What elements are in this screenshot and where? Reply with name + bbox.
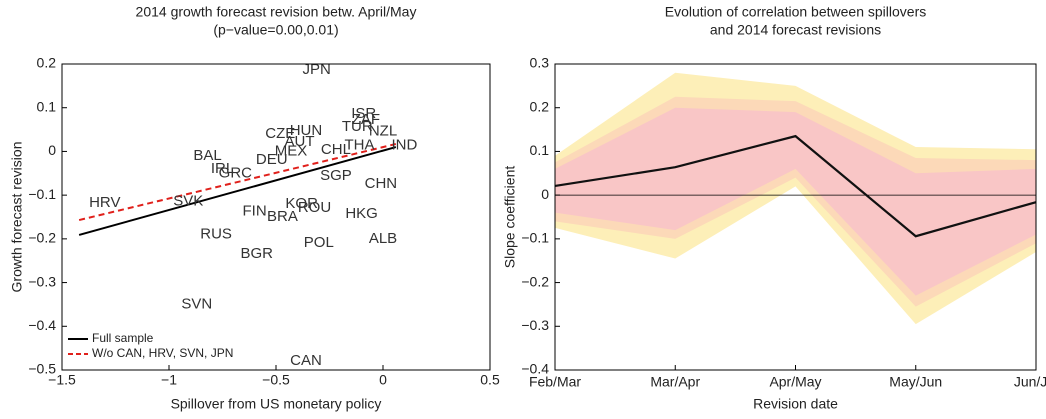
point-label: ALB — [369, 230, 397, 247]
point-label: IRL — [211, 160, 234, 177]
y-tick-label: −0.4 — [28, 317, 56, 333]
fit-line — [78, 143, 397, 222]
x-tick-label: 0.5 — [480, 372, 500, 388]
axes-box — [554, 63, 1037, 371]
y-tick-label: 0.3 — [530, 55, 550, 71]
x-tick-label: 0 — [379, 372, 387, 388]
legend-label: W/o CAN, HRV, SVN, JPN — [92, 346, 233, 360]
point-label: NZL — [369, 123, 397, 140]
x-tick-label: −0.5 — [262, 372, 290, 388]
point-label: FIN — [243, 202, 267, 219]
point-label: BRA — [267, 208, 298, 225]
y-tick-label: −0.3 — [28, 273, 56, 289]
point-label: AUT — [285, 133, 315, 150]
point-label: IND — [391, 137, 417, 154]
point-label: HKG — [345, 205, 378, 222]
x-axis-label: Revision date — [753, 396, 838, 412]
point-label: SVK — [173, 193, 203, 210]
y-tick-label: 0.1 — [530, 142, 550, 158]
y-tick-label: 0 — [541, 186, 549, 202]
y-tick-label: −0.4 — [521, 361, 549, 377]
point-label: ROU — [298, 199, 331, 216]
point-label: ISR — [351, 105, 376, 122]
point-label: TUR — [342, 118, 373, 135]
y-axis-label: Growth forecast revision — [9, 142, 25, 293]
point-label: JPN — [302, 61, 330, 78]
point-label: DEU — [256, 151, 288, 168]
point-label: BGR — [240, 245, 273, 262]
x-tick-label: Feb/Mar — [529, 374, 581, 390]
x-tick-label: Apr/May — [769, 374, 821, 390]
point-label: CZE — [265, 125, 295, 142]
point-label: SVN — [181, 295, 212, 312]
point-label: ZAF — [352, 111, 380, 128]
y-tick-label: −0.2 — [28, 230, 56, 246]
point-label: CHN — [365, 175, 398, 192]
point-label: POL — [304, 234, 334, 251]
point-label: MEX — [275, 142, 308, 159]
point-label: HUN — [290, 122, 323, 139]
y-tick-label: 0.1 — [37, 98, 57, 114]
y-tick-label: −0.1 — [28, 186, 56, 202]
confidence-band — [555, 107, 1036, 296]
point-label: THA — [344, 137, 374, 154]
y-tick-label: −0.1 — [521, 230, 549, 246]
point-label: RUS — [200, 225, 232, 242]
point-label: CAN — [290, 352, 322, 369]
point-label: KOR — [285, 195, 318, 212]
legend-label: Full sample — [92, 331, 154, 345]
x-tick-label: Mar/Apr — [650, 374, 700, 390]
y-axis-label: Slope coefficient — [502, 166, 518, 269]
x-tick-label: −1 — [161, 372, 177, 388]
y-tick-label: −0.5 — [28, 361, 56, 377]
chart-title: Evolution of correlation between spillov… — [665, 4, 926, 20]
point-label: CHL — [321, 141, 351, 158]
x-tick-label: −1.5 — [48, 372, 76, 388]
y-tick-label: −0.3 — [521, 317, 549, 333]
x-tick-label: Jun/Jul — [1014, 374, 1046, 390]
x-axis-label: Spillover from US monetary policy — [171, 396, 382, 412]
y-tick-label: 0 — [48, 142, 56, 158]
chart-title: and 2014 forecast revisions — [710, 22, 881, 38]
y-tick-label: 0.2 — [37, 55, 57, 71]
point-label: GRC — [219, 164, 253, 181]
line — [554, 134, 1037, 238]
point-label: SGP — [320, 167, 352, 184]
y-tick-label: 0.2 — [530, 98, 550, 114]
y-tick-label: −0.2 — [521, 273, 549, 289]
x-tick-label: May/Jun — [889, 374, 942, 390]
point-label: BAL — [193, 147, 221, 164]
chart-title: 2014 growth forecast revision betw. Apri… — [136, 4, 417, 20]
fit-line — [78, 146, 397, 236]
point-label: HRV — [89, 194, 120, 211]
chart-title: (p−value=0.00,0.01) — [213, 22, 338, 38]
axes-box — [61, 63, 491, 371]
